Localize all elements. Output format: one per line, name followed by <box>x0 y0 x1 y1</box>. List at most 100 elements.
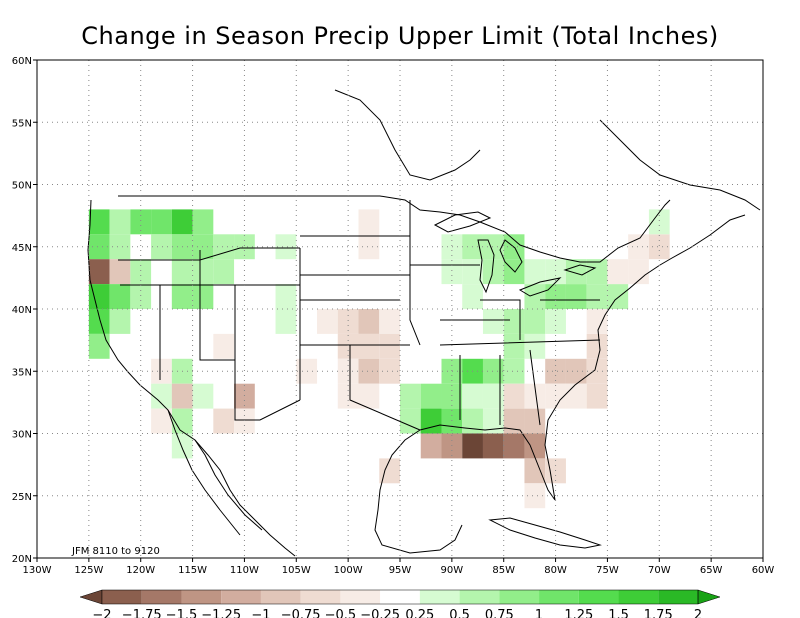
lon-tick-label: 85W <box>492 565 515 576</box>
precip-cell-92 <box>586 309 608 334</box>
precip-cell-94 <box>524 333 546 359</box>
precip-cell-70 <box>482 408 504 434</box>
map-title: Change in Season Precip Upper Limit (Tot… <box>81 22 719 50</box>
precip-cell-4 <box>88 309 110 334</box>
colorbar: −2 −1.75 −1.5 −1.25 −1 −0.75 −0.5 −0.25 0.25 0.5 0… <box>79 589 721 618</box>
precip-cell-109 <box>586 259 608 285</box>
colorbar-label: −1.25 <box>201 608 241 618</box>
precip-cell-28 <box>275 284 297 309</box>
precip-cell-55 <box>171 433 193 459</box>
precip-cell-93 <box>503 333 525 359</box>
lon-tick-label: 115W <box>178 565 207 576</box>
precip-cell-8 <box>109 259 131 285</box>
colorbar-box <box>618 590 659 604</box>
cuba <box>488 517 602 549</box>
precip-cell-79 <box>524 408 546 434</box>
precip-cell-97 <box>545 309 566 334</box>
precip-cell-18 <box>171 259 193 285</box>
lake-ontario <box>563 264 597 276</box>
colorbar-box <box>102 590 142 604</box>
precip-cell-2 <box>88 259 110 285</box>
precip-cell-103 <box>607 284 629 309</box>
precip-cell-15 <box>151 234 172 260</box>
precip-cell-10 <box>109 309 131 334</box>
period-label: JFM 8110 to 9120 <box>71 546 160 557</box>
precip-cell-13 <box>130 284 152 309</box>
precip-cell-25 <box>213 259 235 285</box>
precip-cell-106 <box>524 259 546 285</box>
lon-tick-label: 105W <box>282 565 311 576</box>
lon-tick-label: 120W <box>126 565 155 576</box>
colorbar-low-arrow <box>79 589 103 605</box>
precip-cell-51 <box>234 383 255 409</box>
lat-tick-label: 45N <box>12 243 32 254</box>
precip-cell-27 <box>275 234 297 260</box>
precip-cells-layer <box>88 209 670 509</box>
colorbar-label: −0.5 <box>325 608 357 618</box>
precip-cell-39 <box>296 358 318 384</box>
precip-cell-3 <box>88 284 110 309</box>
lake-erie <box>518 277 562 297</box>
precip-cell-23 <box>192 284 214 309</box>
state-lines-east <box>409 200 601 426</box>
latitude-ticks: 20N 25N 30N 35N 40N 45N 50N 55N 60N <box>12 56 37 565</box>
colorbar-frame <box>101 589 699 605</box>
lon-tick-label: 60W <box>752 565 775 576</box>
lat-tick-label: 40N <box>12 305 32 316</box>
precip-cell-74 <box>503 433 525 459</box>
colorbar-high-arrow <box>697 589 721 605</box>
precip-cell-44 <box>358 383 380 409</box>
precip-cell-80 <box>503 383 525 409</box>
precip-cell-30 <box>358 209 380 235</box>
precip-cell-63 <box>441 358 463 384</box>
precip-cell-96 <box>524 309 546 334</box>
geography-outlines <box>87 89 761 557</box>
colorbar-label: 1.5 <box>608 608 629 618</box>
precip-cell-31 <box>358 234 380 260</box>
colorbar-label: −0.25 <box>360 608 400 618</box>
lon-tick-label: 70W <box>648 565 671 576</box>
precip-cell-24 <box>213 234 235 260</box>
lon-tick-label: 80W <box>544 565 567 576</box>
precip-cell-91 <box>586 333 608 359</box>
colorbar-label: 1.25 <box>564 608 593 618</box>
precip-cell-119 <box>607 259 629 285</box>
precip-cell-104 <box>482 259 504 285</box>
precip-cell-68 <box>482 383 504 409</box>
colorbar-box <box>380 590 420 604</box>
precip-cell-6 <box>109 209 131 235</box>
colorbar-box <box>658 590 698 604</box>
us-west-coast <box>87 199 296 557</box>
precip-cell-42 <box>379 358 400 384</box>
hudson-bay-shore <box>334 89 481 181</box>
precip-cell-59 <box>400 408 421 434</box>
mexico-west-coast <box>194 439 263 531</box>
precip-cell-67 <box>462 383 483 409</box>
precip-cell-1 <box>88 234 110 260</box>
precip-cell-49 <box>192 383 214 409</box>
colorbar-label: 0.5 <box>449 608 470 618</box>
lat-tick-label: 30N <box>12 430 32 441</box>
precip-cell-110 <box>441 234 463 260</box>
lon-tick-label: 75W <box>596 565 619 576</box>
lake-michigan <box>477 239 495 294</box>
lat-tick-label: 50N <box>12 181 32 192</box>
state-lines-west <box>118 235 421 431</box>
colorbar-box <box>181 590 222 604</box>
precip-cell-34 <box>358 309 380 334</box>
precip-cell-16 <box>171 209 193 235</box>
colorbar-box <box>260 590 301 604</box>
colorbar-label: −0.75 <box>281 608 321 618</box>
colorbar-label: 1.75 <box>644 608 673 618</box>
precip-cell-43 <box>337 383 359 409</box>
precip-cell-36 <box>337 333 359 359</box>
precip-cell-50 <box>171 408 193 434</box>
precip-cell-12 <box>130 259 152 285</box>
precip-cell-77 <box>379 458 400 484</box>
precip-cell-32 <box>317 309 338 334</box>
colorbar-box <box>419 590 460 604</box>
colorbar-label: −2 <box>92 608 111 618</box>
lon-tick-label: 95W <box>389 565 412 576</box>
precip-cell-86 <box>565 358 587 384</box>
